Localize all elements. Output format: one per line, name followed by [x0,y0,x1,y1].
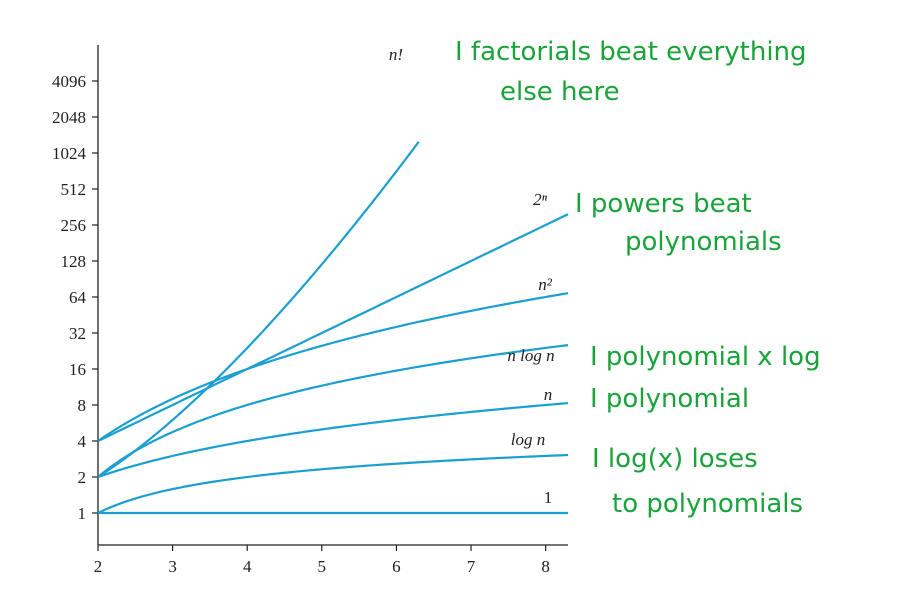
y-tick-label: 512 [61,180,87,199]
series-line [97,213,569,442]
series-line [97,453,569,514]
axes [97,45,568,546]
annotation-note: I polynomial x log [590,342,821,372]
y-tick-label: 8 [78,396,87,415]
x-tick-label: 2 [94,557,103,576]
annotation-note: to polynomials [612,489,803,519]
series-label: log n [511,430,545,449]
annotation-note: I factorials beat everything [455,37,807,67]
y-tick-label: 128 [61,252,87,271]
y-tick-label: 64 [69,288,87,307]
y-tick-label: 32 [69,324,86,343]
series-label: 2ⁿ [533,190,548,209]
x-tick-label: 4 [243,557,252,576]
annotation-note: else here [500,77,620,107]
x-tick-label: 8 [541,557,550,576]
series-label: n! [389,45,403,64]
series-line [97,401,569,479]
y-tick-label: 2048 [52,108,86,127]
annotation-group: I factorials beat everything else here I p… [455,37,821,519]
series-label: n² [538,275,553,294]
y-tick-label: 2 [78,468,87,487]
annotation-note: I log(x) loses [592,444,758,474]
series-label: n [544,385,553,404]
tick-group: 2 3 4 5 6 7 8 1 2 4 8 16 32 64 128 256 512 1024 2048 4096 [52,72,550,576]
series-line [97,292,569,442]
y-tick-label: 1 [78,504,87,523]
x-tick-label: 6 [392,557,401,576]
y-tick-label: 16 [69,360,86,379]
annotation-note: I powers beat [575,189,752,219]
series-line [97,344,569,478]
annotation-note: I polynomial [590,384,749,414]
curve-group [97,141,569,515]
y-tick-label: 1024 [52,144,87,163]
y-tick-label: 256 [61,216,87,235]
x-tick-label: 3 [168,557,177,576]
annotation-note: polynomials [625,227,782,257]
x-tick-label: 7 [467,557,476,576]
series-label: 1 [544,488,553,507]
series-label: n log n [507,346,554,365]
y-tick-label: 4 [78,432,87,451]
series-label-group: n! 2ⁿ n² n log n n log n 1 [389,45,555,507]
y-tick-label: 4096 [52,72,86,91]
x-tick-label: 5 [318,557,327,576]
series-line [97,141,420,478]
